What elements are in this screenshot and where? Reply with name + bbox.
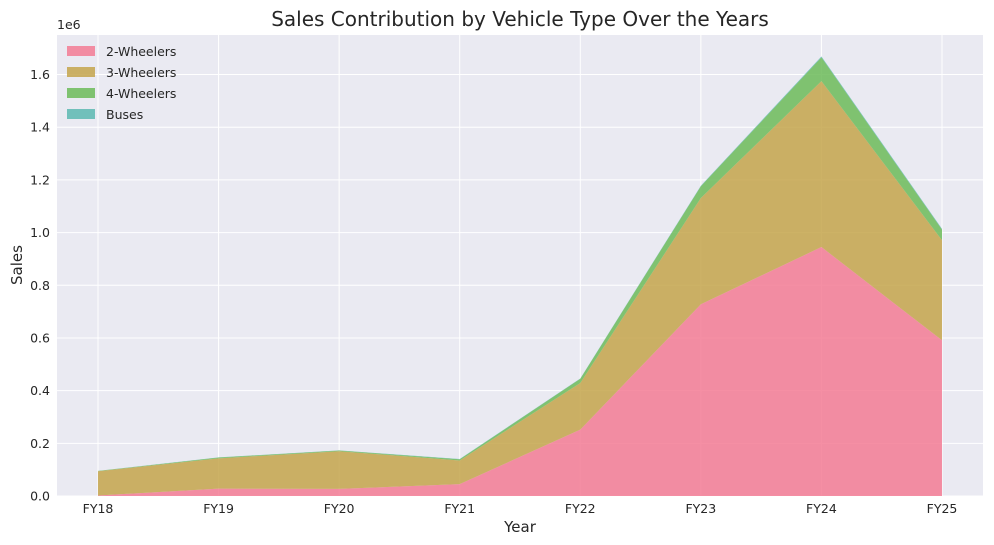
legend-swatch [67,67,95,77]
chart-title: Sales Contribution by Vehicle Type Over … [271,7,769,31]
x-tick-label: FY23 [685,501,716,516]
legend-label: 2-Wheelers [106,44,176,59]
area-3-wheelers [98,81,942,496]
x-tick-label: FY21 [444,501,475,516]
legend-swatch [67,109,95,119]
axis-ticks: FY18 FY19 FY20 FY21 FY22 FY23 FY24 FY25 0.0 0.2 0.… [30,67,957,516]
legend-label: Buses [106,107,143,122]
y-tick-label: 1.2 [30,172,50,187]
x-tick-label: FY22 [565,501,596,516]
area-4-wheelers [98,57,942,472]
legend-label: 3-Wheelers [106,65,176,80]
legend-swatch [67,88,95,98]
y-tick-label: 0.4 [30,383,50,398]
x-tick-label: FY20 [324,501,355,516]
x-tick-label: FY19 [203,501,234,516]
y-tick-label: 0.2 [30,436,50,451]
y-offset-label: 1e6 [57,17,81,32]
x-tick-label: FY24 [806,501,837,516]
x-tick-label: FY18 [83,501,114,516]
legend: 2-Wheelers 3-Wheelers 4-Wheelers Buses [67,44,176,122]
y-tick-label: 1.4 [30,120,50,135]
x-tick-label: FY25 [927,501,958,516]
y-tick-label: 0.8 [30,278,50,293]
area-2-wheelers [98,247,942,496]
y-tick-label: 0.0 [30,489,50,504]
x-axis-label: Year [503,518,537,536]
y-tick-label: 1.0 [30,225,50,240]
area-series [98,56,942,496]
y-tick-label: 1.6 [30,67,50,82]
legend-label: 4-Wheelers [106,86,176,101]
y-axis-label: Sales [8,245,26,285]
y-tick-label: 0.6 [30,330,50,345]
legend-swatch [67,46,95,56]
